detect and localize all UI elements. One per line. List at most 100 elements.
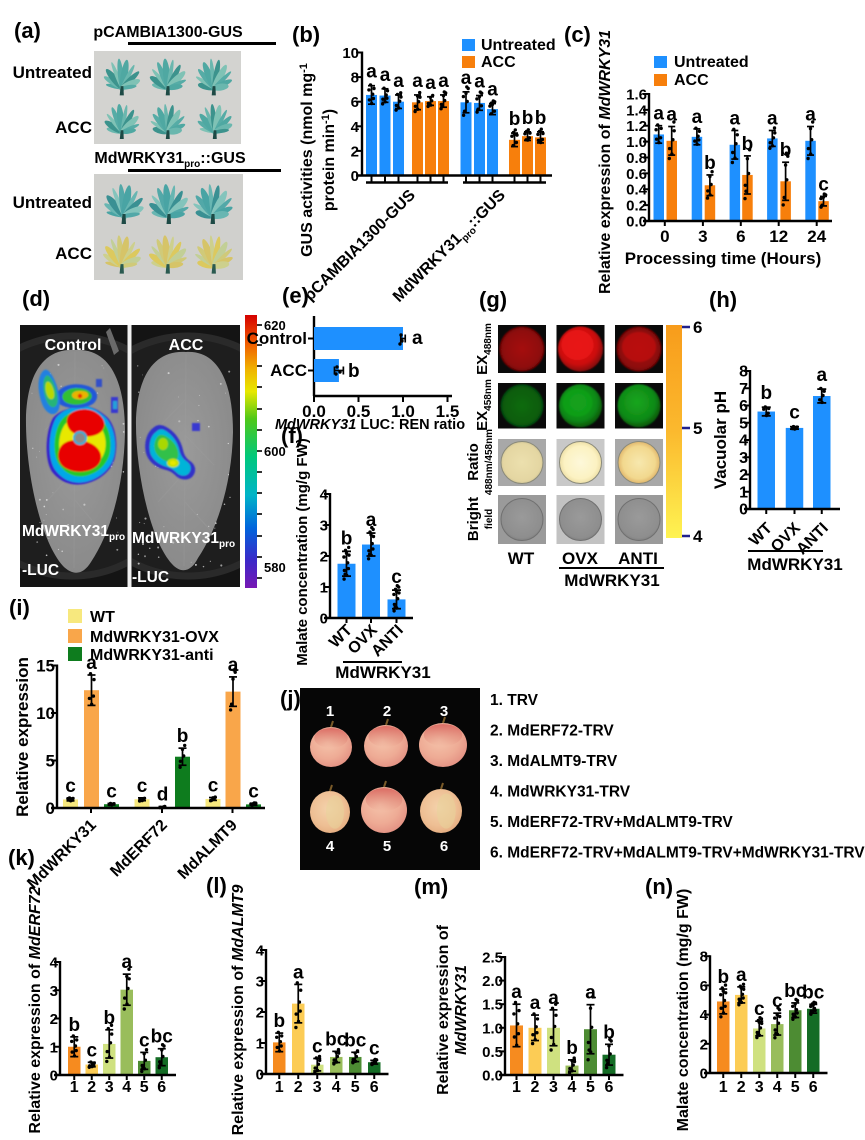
svg-text:4: 4 [693, 527, 703, 546]
svg-text:field: field [484, 509, 495, 530]
svg-text:b: b [760, 383, 772, 404]
svg-text:3: 3 [256, 974, 264, 991]
svg-text:(k): (k) [8, 845, 35, 870]
svg-text:-LUC: -LUC [22, 562, 59, 579]
svg-text:2.5: 2.5 [482, 950, 503, 967]
svg-text:4: 4 [256, 943, 265, 960]
svg-text:6: 6 [700, 978, 708, 995]
svg-text:0: 0 [700, 1066, 708, 1083]
svg-text:1.5: 1.5 [436, 402, 460, 421]
svg-text:a: a [736, 965, 747, 986]
svg-text:ACC: ACC [169, 337, 204, 354]
svg-text:3: 3 [755, 1079, 764, 1096]
svg-text:MdWRKY31pro: MdWRKY31pro [132, 530, 235, 550]
svg-text:(j): (j) [280, 686, 301, 711]
svg-text:5: 5 [791, 1079, 800, 1096]
svg-text:ACC: ACC [481, 54, 516, 71]
svg-text:OVX: OVX [562, 549, 599, 568]
svg-text:MdWRKY31: MdWRKY31 [335, 663, 430, 682]
svg-text:0.0: 0.0 [482, 1068, 503, 1085]
svg-text:c: c [754, 999, 765, 1020]
svg-text:6: 6 [440, 838, 448, 855]
svg-text:6: 6 [809, 1079, 818, 1096]
svg-text:a: a [461, 68, 472, 89]
svg-text:(d): (d) [22, 286, 50, 311]
svg-text:c: c [248, 781, 259, 802]
svg-text:Processing time (Hours): Processing time (Hours) [625, 249, 822, 268]
svg-text:b: b [704, 153, 716, 174]
svg-text:c: c [312, 1037, 323, 1058]
svg-text:(g): (g) [479, 287, 507, 312]
svg-text:MdWRKY31pro: MdWRKY31pro [22, 523, 125, 543]
svg-text:ACC: ACC [55, 244, 92, 263]
svg-text:Relative expression of: Relative expression of [435, 924, 452, 1095]
svg-text:b: b [341, 528, 353, 549]
svg-text:3: 3 [739, 450, 748, 467]
svg-text:(i): (i) [9, 595, 30, 620]
svg-text:2.0: 2.0 [482, 973, 503, 990]
svg-text:0: 0 [46, 799, 55, 818]
svg-text:c: c [86, 1040, 97, 1061]
svg-text:bc: bc [344, 1030, 367, 1051]
svg-text:a: a [585, 983, 596, 1004]
svg-text:0: 0 [351, 168, 359, 185]
svg-text:0.0: 0.0 [302, 402, 326, 421]
svg-text:1.0: 1.0 [626, 134, 647, 151]
svg-text:MdWRKY31: MdWRKY31 [747, 555, 842, 574]
svg-text:0: 0 [739, 502, 748, 519]
svg-text:6: 6 [736, 227, 745, 246]
svg-text:b: b [566, 1038, 578, 1059]
svg-text:a: a [425, 73, 436, 94]
svg-text:b: b [509, 109, 521, 130]
svg-text:1. TRV: 1. TRV [490, 692, 539, 709]
svg-text:pCAMBIA1300-GUS: pCAMBIA1300-GUS [93, 24, 243, 41]
svg-text:(e): (e) [282, 283, 309, 308]
svg-text:a: a [730, 108, 741, 129]
svg-text:d: d [157, 785, 169, 806]
svg-text:1.0: 1.0 [482, 1020, 503, 1037]
svg-text:2: 2 [50, 1011, 58, 1028]
svg-text:MdWRKY31-anti: MdWRKY31-anti [90, 647, 214, 664]
svg-text:3: 3 [50, 983, 58, 1000]
svg-text:1: 1 [326, 703, 334, 720]
svg-text:12: 12 [769, 227, 788, 246]
svg-text:4: 4 [351, 119, 360, 136]
svg-text:8: 8 [351, 70, 359, 87]
svg-text:5: 5 [693, 419, 702, 438]
svg-text:0: 0 [660, 227, 669, 246]
svg-text:a: a [548, 988, 559, 1009]
svg-text:Relative expression of MdALMT9: Relative expression of MdALMT9 [230, 885, 247, 1136]
svg-text:10: 10 [342, 45, 359, 62]
svg-text:4: 4 [700, 1007, 709, 1024]
svg-text:(a): (a) [14, 18, 41, 43]
svg-text:0.2: 0.2 [626, 198, 647, 215]
svg-text:8: 8 [700, 949, 708, 966]
svg-text:MdWRKY31-OVX: MdWRKY31-OVX [90, 629, 219, 646]
svg-text:5. MdERF72-TRV+MdALMT9-TRV: 5. MdERF72-TRV+MdALMT9-TRV [490, 814, 733, 831]
svg-text:c: c [789, 403, 800, 424]
svg-text:(b): (b) [292, 22, 320, 47]
svg-text:1.5: 1.5 [482, 997, 503, 1014]
svg-text:3: 3 [698, 227, 707, 246]
svg-text:c: c [818, 174, 829, 195]
svg-text:600: 600 [264, 444, 286, 459]
svg-text:Ratio: Ratio [465, 443, 482, 481]
svg-text:0.6: 0.6 [626, 166, 647, 183]
svg-text:a: a [438, 71, 449, 92]
svg-text:Bright: Bright [465, 497, 482, 541]
svg-text:ANTI: ANTI [618, 549, 658, 568]
svg-text:bc: bc [151, 1027, 174, 1048]
svg-text:(n): (n) [645, 874, 673, 899]
svg-text:5: 5 [383, 838, 391, 855]
svg-text:Control: Control [247, 329, 307, 348]
svg-text:10: 10 [36, 704, 55, 723]
svg-text:6: 6 [370, 1079, 379, 1096]
svg-text:c: c [106, 781, 117, 802]
svg-text:ACC: ACC [270, 361, 307, 380]
svg-text:a: a [653, 104, 664, 125]
svg-text:a: a [121, 952, 132, 973]
svg-text:(m): (m) [414, 874, 448, 899]
svg-text:b: b [177, 726, 189, 747]
svg-text:b: b [273, 1011, 285, 1032]
svg-text:4: 4 [739, 433, 748, 450]
